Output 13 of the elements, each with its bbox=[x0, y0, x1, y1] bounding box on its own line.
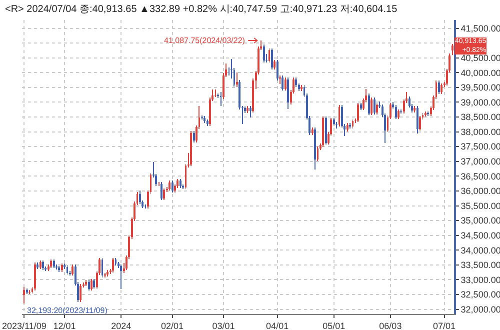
candlestick bbox=[214, 90, 216, 98]
annotation: 41,087.75(2024/03/22) bbox=[164, 36, 246, 45]
chart-title: <R> 2024/07/04 종:40,913.65 ▲332.89 +0.82% 시:40,747.59 고:40,971.23 저:40,604.15 bbox=[5, 4, 398, 15]
x-tick-label: 2024 bbox=[111, 320, 132, 330]
x-tick-label: 04/01 bbox=[266, 320, 289, 330]
annotation: 32,193.20(2023/11/09) bbox=[27, 306, 108, 315]
x-tick-label: 2023/11/09 bbox=[2, 320, 46, 330]
x-tick-label: 07/01 bbox=[433, 320, 456, 330]
x-tick-label: 02/01 bbox=[161, 320, 184, 330]
x-tick-label: 05/01 bbox=[322, 320, 346, 330]
x-tick-label: 03/01 bbox=[212, 320, 235, 330]
x-tick-label: 12/01 bbox=[53, 320, 76, 330]
x-tick-label: 06/03 bbox=[379, 320, 402, 330]
